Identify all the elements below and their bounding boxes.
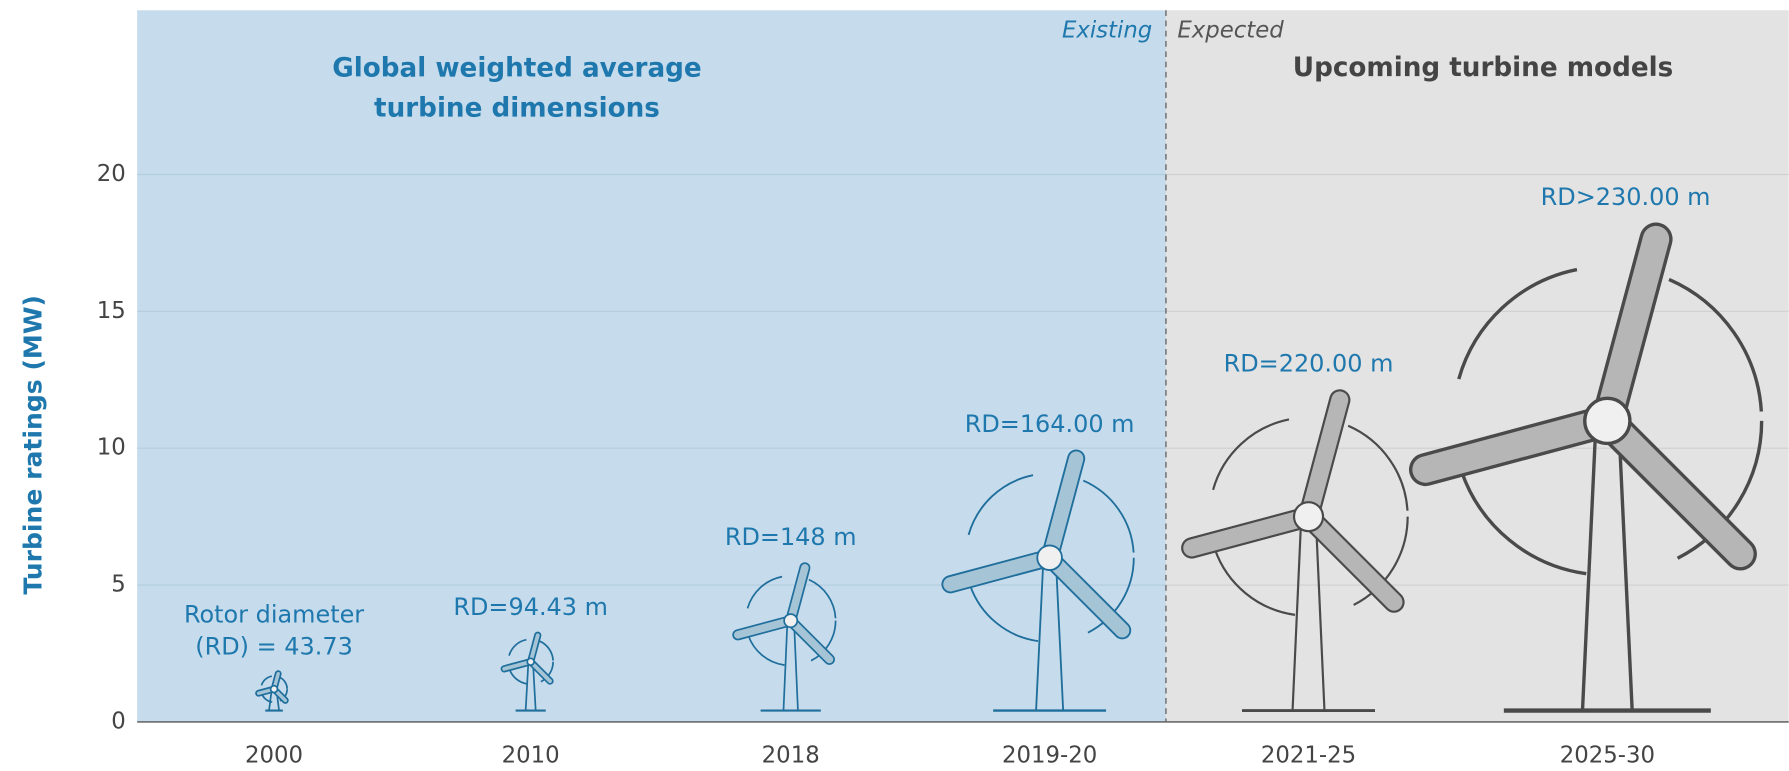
legend-entry: Expected <box>1177 17 1284 43</box>
y-tick-label: 20 <box>97 161 126 187</box>
x-tick-label: 2021-25 <box>1261 743 1356 769</box>
text-line: RD=164.00 m <box>965 410 1135 438</box>
chart-subtitle: Upcoming turbine models <box>1293 53 1673 83</box>
x-tick-label: 2025-30 <box>1560 743 1655 769</box>
turbine <box>1181 389 1409 712</box>
blade-inner <box>502 659 533 671</box>
text-line: turbine dimensions <box>374 93 660 123</box>
text-line: RD=94.43 m <box>453 593 608 621</box>
rotor-arc <box>260 675 288 704</box>
x-tick-label: 2010 <box>502 743 560 769</box>
x-tick-label: 2018 <box>762 743 820 769</box>
blade-inner <box>1183 508 1317 557</box>
x-tick-label: 2019-20 <box>1002 743 1097 769</box>
background <box>137 10 1789 723</box>
hub <box>1583 396 1632 446</box>
blade-inner <box>786 616 834 664</box>
hub <box>1036 544 1063 571</box>
rd-label: Rotor diameter (RD) = 43.73 <box>184 600 364 660</box>
text-line: RD>230.00 m <box>1541 183 1711 211</box>
text-line: (RD) = 43.73 <box>195 632 353 660</box>
chart-title: Global weighted average turbine dimension… <box>332 53 701 123</box>
rotor-arc <box>964 472 1135 643</box>
tower <box>1580 420 1634 711</box>
region-existing <box>137 10 1166 722</box>
rotor-arc <box>1451 264 1764 577</box>
rotor-arc <box>744 574 837 667</box>
blade-inner <box>733 616 795 639</box>
rd-label: RD>230.00 m <box>1541 183 1711 211</box>
text-line: Global weighted average <box>332 53 701 83</box>
y-tick-label: 15 <box>97 298 126 324</box>
y-tick-label: 5 <box>111 572 126 598</box>
y-tick-label: 0 <box>111 708 126 734</box>
hub <box>526 657 535 667</box>
turbine <box>732 562 837 712</box>
rd-label: RD=164.00 m <box>965 410 1135 438</box>
hub <box>1292 501 1325 533</box>
blade-inner <box>1300 391 1349 526</box>
y-tick-label: 10 <box>97 435 126 461</box>
tower <box>524 661 537 711</box>
blade-inner <box>1412 407 1621 483</box>
blade-inner <box>1042 550 1130 638</box>
blade-inner <box>1594 225 1670 435</box>
rotor-arc <box>1208 416 1409 617</box>
blade-inner <box>1042 451 1084 565</box>
rd-label: RD=148 m <box>725 523 857 551</box>
tower <box>782 620 799 711</box>
y-axis-title: Turbine ratings (MW) <box>19 295 48 595</box>
tower <box>1291 516 1326 711</box>
text-line: RD=148 m <box>725 523 857 551</box>
region-expected <box>1165 10 1789 722</box>
blade-inner <box>943 550 1057 592</box>
turbine <box>500 631 554 712</box>
rotor-arc <box>507 638 554 686</box>
turbine <box>255 670 289 712</box>
turbine <box>1408 222 1764 713</box>
blade-inner <box>528 659 552 684</box>
text-line: RD=220.00 m <box>1224 350 1394 378</box>
text-line: Rotor diameter <box>184 600 364 628</box>
hub <box>783 613 799 629</box>
rd-label: RD=94.43 m <box>453 593 608 621</box>
tower <box>1035 557 1065 711</box>
blade-inner <box>1300 508 1403 611</box>
turbine <box>941 449 1135 712</box>
x-tick-label: 2000 <box>245 743 303 769</box>
blade-inner <box>786 563 809 625</box>
blade-inner <box>528 633 540 664</box>
blade-inner <box>1594 407 1754 568</box>
legend-entry: Existing <box>1062 17 1152 43</box>
hub <box>269 684 279 694</box>
rd-label: RD=220.00 m <box>1224 350 1394 378</box>
